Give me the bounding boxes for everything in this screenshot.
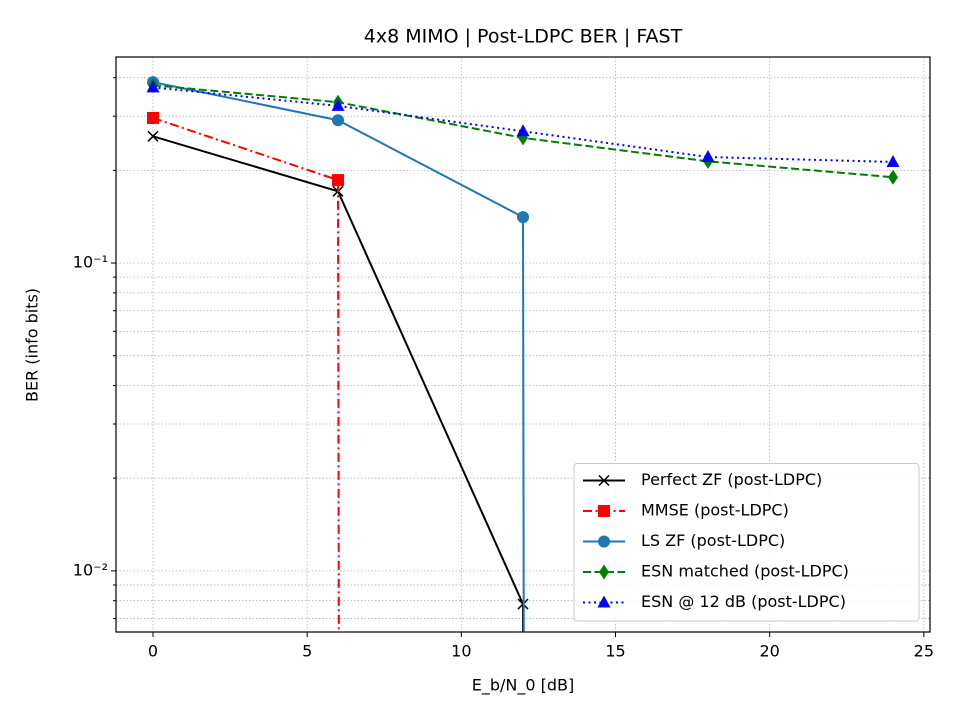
marker xyxy=(147,130,159,142)
x-tick-label: 20 xyxy=(759,642,779,661)
chart-title: 4x8 MIMO | Post-LDPC BER | FAST xyxy=(364,26,683,48)
marker xyxy=(332,114,344,127)
marker xyxy=(599,564,609,580)
marker xyxy=(701,150,715,163)
series-line xyxy=(152,117,340,632)
legend-label: ESN matched (post-LDPC) xyxy=(641,562,849,581)
marker xyxy=(517,211,529,224)
x-tick-label: 5 xyxy=(302,642,312,661)
x-tick-label: 10 xyxy=(451,642,471,661)
x-tick-label: 0 xyxy=(148,642,158,661)
y-axis-label: BER (info bits) xyxy=(23,288,42,402)
legend-box xyxy=(573,463,920,622)
x-tick-label: 25 xyxy=(914,642,934,661)
x-axis-label: E_b/N_0 [dB] xyxy=(472,676,575,696)
marker xyxy=(332,174,344,187)
marker xyxy=(331,98,345,111)
y-tick-label: 10⁻² xyxy=(73,560,108,579)
marker xyxy=(516,124,530,137)
legend-label: Perfect ZF (post-LDPC) xyxy=(641,470,822,489)
legend-label: ESN @ 12 dB (post-LDPC) xyxy=(641,592,846,611)
marker xyxy=(598,535,610,548)
legend: Perfect ZF (post-LDPC) MMSE (post-LDPC) LS… xyxy=(573,463,920,622)
marker xyxy=(146,80,160,93)
marker xyxy=(598,474,610,487)
marker xyxy=(888,169,898,185)
marker xyxy=(598,505,610,517)
x-tick-label: 15 xyxy=(605,642,625,661)
marker xyxy=(597,595,611,608)
y-tick-label: 10⁻¹ xyxy=(73,253,108,272)
axes-frame xyxy=(115,56,931,633)
legend-label: LS ZF (post-LDPC) xyxy=(641,531,785,550)
plot-area xyxy=(146,76,900,632)
ticks: 0 5 10 15 20 25 10⁻² 10⁻¹ xyxy=(73,77,934,661)
marker xyxy=(886,154,900,167)
marker xyxy=(147,111,159,124)
legend-label: MMSE (post-LDPC) xyxy=(641,501,789,520)
